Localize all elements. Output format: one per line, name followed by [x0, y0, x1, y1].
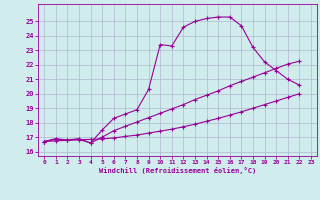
X-axis label: Windchill (Refroidissement éolien,°C): Windchill (Refroidissement éolien,°C): [99, 167, 256, 174]
